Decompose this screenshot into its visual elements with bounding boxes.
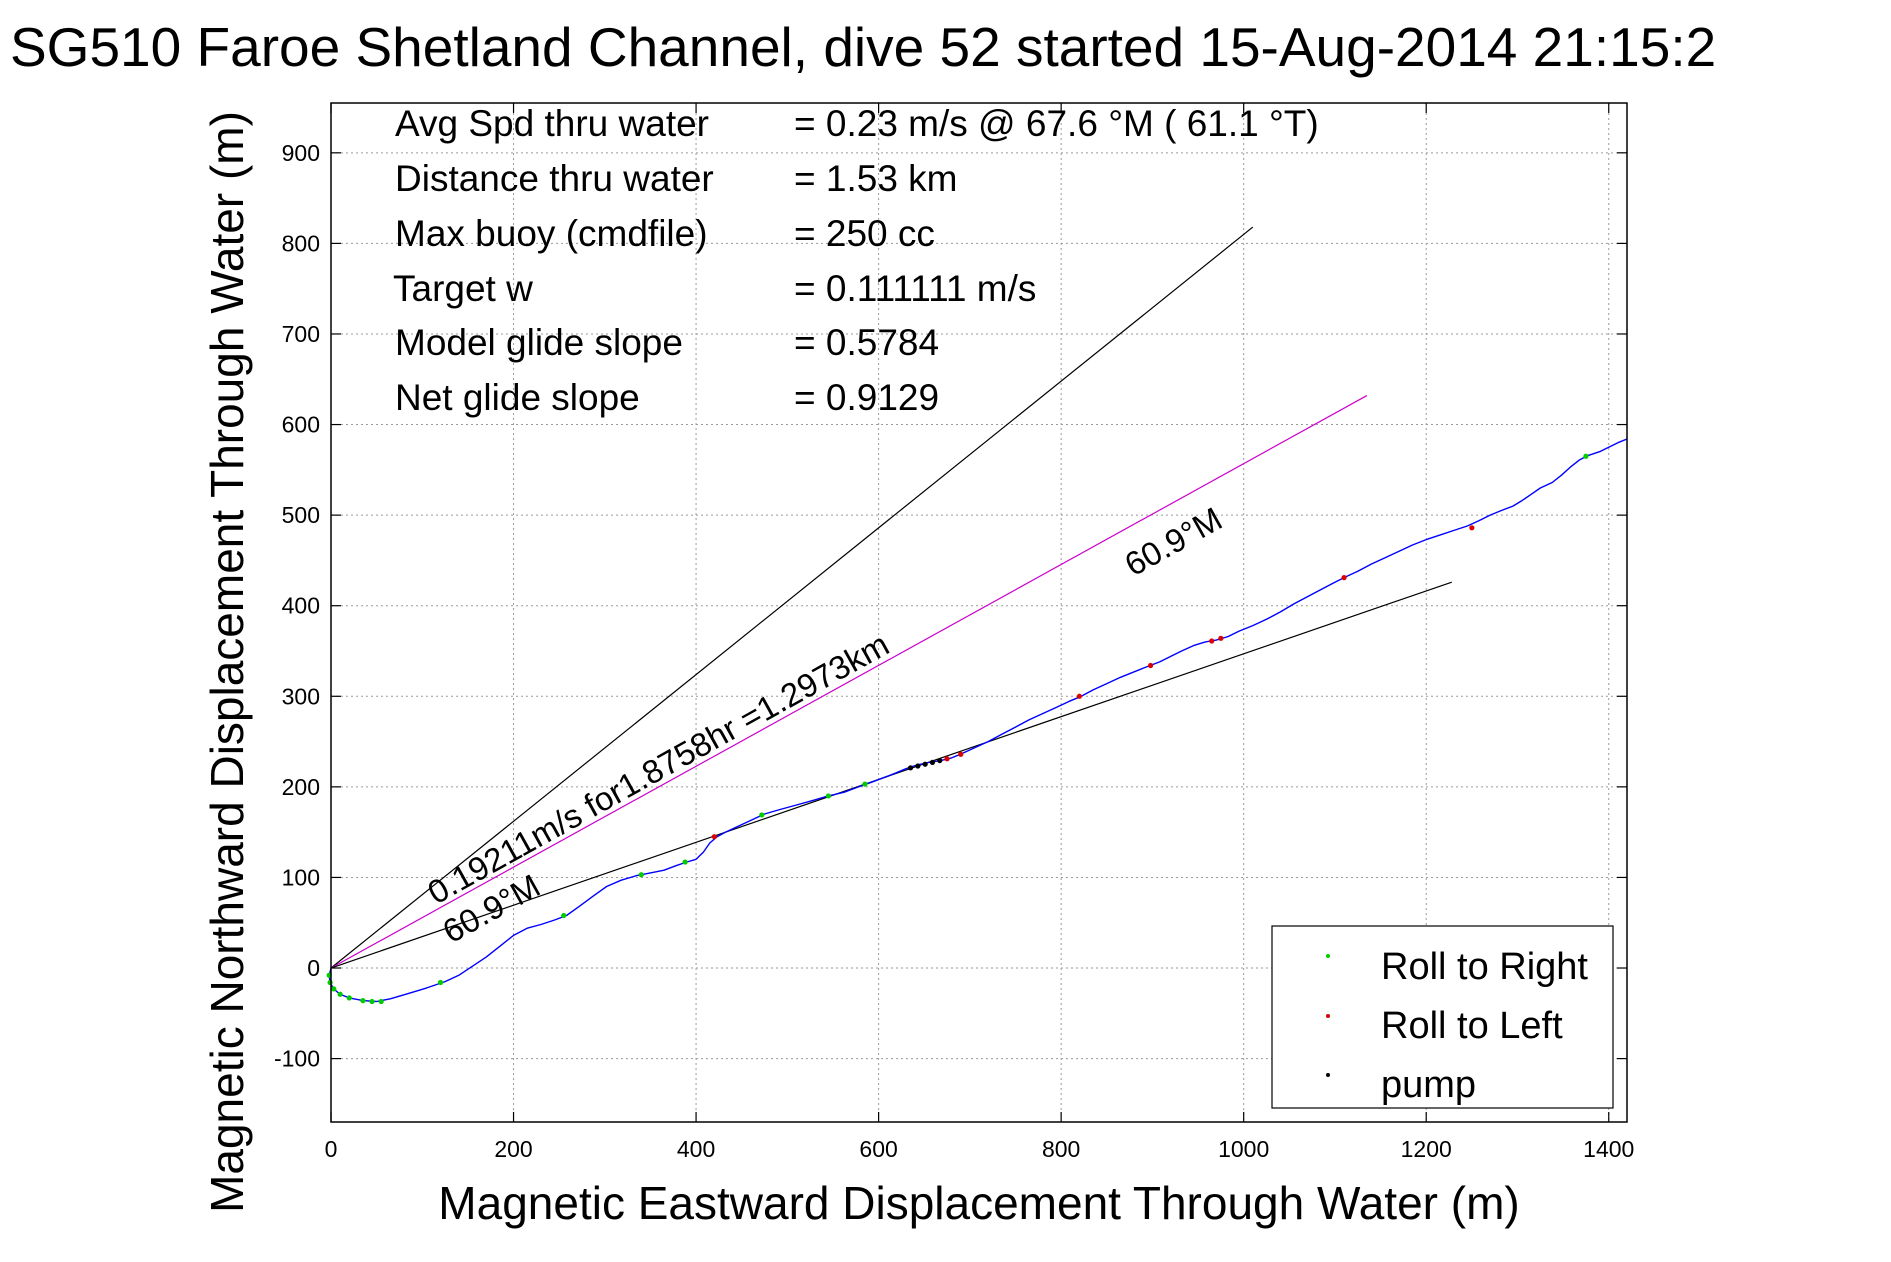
y-tick-label: 0 [307, 955, 320, 981]
stat-target-w-value: = 0.111111 m/s [794, 268, 1036, 309]
roll-left-point [711, 834, 717, 840]
roll-left-point [1147, 662, 1154, 669]
markers [326, 453, 1589, 1005]
pump-point [915, 763, 921, 769]
roll-right-point [682, 859, 688, 865]
x-axis-title: Magnetic Eastward Displacement Through W… [438, 1177, 1519, 1229]
legend-label-pump: pump [1381, 1064, 1476, 1106]
legend: Roll to Right Roll to Left pump [1271, 925, 1614, 1109]
x-tick-label: 800 [1042, 1136, 1080, 1162]
x-tick-label: 1400 [1583, 1136, 1634, 1162]
y-tick-label: 800 [282, 230, 320, 256]
stat-net-glide-value: = 0.9129 [794, 377, 939, 418]
y-tick-label: 500 [282, 502, 320, 528]
roll-right-point [759, 812, 765, 818]
pump-point [937, 757, 943, 764]
ticks: 0 200 400 600 800 1000 1200 1400 -100 0 100 200 300 4… [274, 103, 1634, 1162]
stat-avg-speed-label: Avg Spd thru water [395, 103, 709, 144]
x-tick-label: 200 [494, 1136, 532, 1162]
legend-marker-roll-left [1326, 1014, 1330, 1018]
roll-left-point [1218, 635, 1224, 641]
roll-right-point [337, 991, 343, 997]
roll-left-point [1076, 693, 1082, 699]
legend-marker-roll-right [1326, 954, 1330, 958]
y-tick-label: 200 [282, 774, 320, 800]
roll-right-point [1583, 453, 1589, 459]
y-tick-label: 900 [282, 140, 320, 166]
legend-label-roll-left: Roll to Left [1381, 1005, 1563, 1047]
roll-right-point [346, 995, 352, 1001]
track [328, 438, 1628, 1003]
chart-title: SG510 Faroe Shetland Channel, dive 52 st… [10, 16, 1716, 78]
plot-frame [330, 102, 1628, 1123]
y-tick-label: -100 [274, 1046, 320, 1072]
roll-right-point [862, 781, 868, 787]
y-tick-label: 700 [282, 321, 320, 347]
legend-marker-pump [1326, 1073, 1330, 1077]
y-tick-label: 100 [282, 864, 320, 890]
stat-distance-value: = 1.53 km [794, 158, 958, 199]
roll-right-point [327, 979, 333, 986]
stat-net-glide-label: Net glide slope [395, 377, 640, 418]
roll-right-point [378, 998, 384, 1005]
x-tick-label: 1200 [1401, 1136, 1452, 1162]
roll-left-point [1209, 638, 1215, 644]
roll-right-point [331, 986, 337, 992]
grid [331, 103, 1627, 1122]
stat-target-w-label: Target w [393, 268, 533, 309]
stat-distance-label: Distance thru water [395, 158, 714, 199]
stat-model-glide-value: = 0.5784 [794, 322, 939, 363]
x-tick-label: 400 [677, 1136, 715, 1162]
roll-right-point [360, 998, 366, 1004]
roll-left-point [1469, 525, 1475, 531]
pump-point [929, 759, 936, 766]
roll-left-point [1341, 575, 1347, 581]
y-tick-label: 600 [282, 412, 320, 438]
roll-right-point [561, 912, 567, 919]
stat-avg-speed-value: = 0.23 m/s @ 67.6 °M ( 61.1 °T) [794, 103, 1319, 144]
stat-model-glide-label: Model glide slope [395, 322, 683, 363]
roll-right-point [825, 793, 832, 799]
stats-block: Avg Spd thru water = 0.23 m/s @ 67.6 °M … [393, 103, 1319, 418]
stat-max-buoy-value: = 250 cc [794, 213, 935, 254]
legend-label-roll-right: Roll to Right [1381, 946, 1588, 988]
pump-point [907, 765, 914, 771]
stat-max-buoy-label: Max buoy (cmdfile) [395, 213, 708, 254]
roll-right-point [437, 979, 444, 986]
roll-left-point [958, 751, 964, 757]
reference-line-2 [330, 395, 1368, 969]
roll-left-point [944, 756, 950, 762]
track-line [328, 438, 1628, 1003]
y-tick-label: 300 [282, 683, 320, 709]
roll-right-point [638, 872, 644, 878]
y-tick-label: 400 [282, 593, 320, 619]
pump-point [922, 761, 928, 767]
roll-right-point [369, 998, 375, 1005]
x-tick-label: 600 [859, 1136, 897, 1162]
reference-line-1 [330, 226, 1254, 969]
x-tick-label: 1000 [1218, 1136, 1269, 1162]
y-axis-title: Magnetic Northward Displacement Through … [201, 111, 253, 1213]
x-tick-label: 0 [325, 1136, 338, 1162]
